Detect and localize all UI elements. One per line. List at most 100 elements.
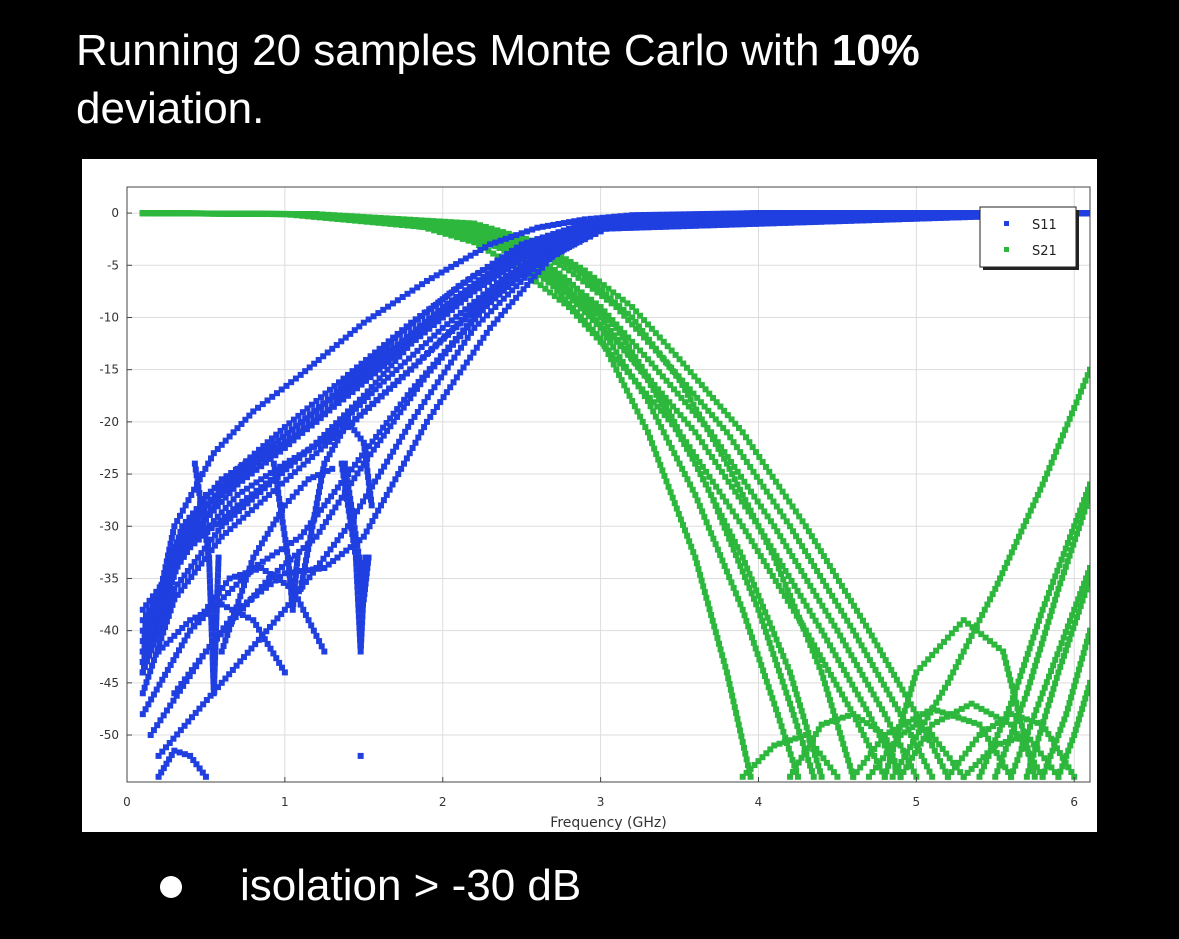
s11-curve-marker bbox=[444, 303, 451, 310]
s11-curve-marker bbox=[335, 499, 342, 506]
s21-curve-marker bbox=[472, 227, 479, 234]
s21-curve-marker bbox=[1075, 666, 1082, 673]
s21-curve-marker bbox=[775, 582, 782, 589]
s21-curve-marker bbox=[811, 538, 818, 545]
s21-curve-marker bbox=[663, 359, 670, 366]
s21-lobe-marker bbox=[905, 718, 912, 725]
s11-curve-marker bbox=[397, 401, 404, 408]
s11-curve-marker bbox=[394, 413, 401, 420]
s21-curve-marker bbox=[676, 356, 683, 363]
s11-curve-marker bbox=[149, 602, 156, 609]
s21-curve-marker bbox=[637, 312, 644, 319]
s21-curve-marker bbox=[404, 219, 411, 226]
s11-curve-marker bbox=[375, 473, 382, 480]
s21-lobe-marker bbox=[929, 732, 936, 739]
s11-curve-marker bbox=[174, 581, 181, 588]
s11-curve-marker bbox=[490, 320, 497, 327]
s21-lobe-marker bbox=[1062, 759, 1069, 766]
s21-curve-marker bbox=[1085, 486, 1090, 493]
s21-curve-marker bbox=[730, 584, 737, 591]
s11-curve-marker bbox=[152, 635, 159, 642]
s11-curve-marker bbox=[261, 485, 268, 492]
s21-curve-marker bbox=[1055, 732, 1062, 739]
s21-curve-marker bbox=[997, 575, 1004, 582]
s21-curve-marker bbox=[1011, 544, 1018, 551]
s21-curve-marker bbox=[616, 371, 623, 378]
s11-curve-marker bbox=[639, 224, 646, 231]
s11-curve-marker bbox=[163, 707, 170, 714]
s11-curve-marker bbox=[311, 360, 318, 367]
s21-curve-marker bbox=[753, 601, 760, 608]
s21-curve-marker bbox=[705, 524, 712, 531]
s21-curve-marker bbox=[652, 413, 659, 420]
s11-curve-marker bbox=[313, 397, 320, 404]
s21-curve-marker bbox=[575, 274, 582, 281]
s21-curve-marker bbox=[992, 737, 999, 744]
s21-curve-marker bbox=[721, 449, 728, 456]
s21-curve-marker bbox=[709, 394, 716, 401]
s11-curve-marker bbox=[171, 554, 178, 561]
s11-curve-marker bbox=[324, 349, 331, 356]
s21-curve-marker bbox=[1033, 706, 1040, 713]
s11-curve-marker bbox=[207, 692, 214, 699]
s21-curve-marker bbox=[646, 336, 653, 343]
s21-curve-marker bbox=[554, 276, 561, 283]
s21-curve-marker bbox=[725, 675, 732, 682]
s11-curve-marker bbox=[348, 409, 355, 416]
s11-curve-marker bbox=[363, 356, 370, 363]
s21-curve-marker bbox=[649, 440, 656, 447]
s21-curve-marker bbox=[1073, 530, 1080, 537]
s21-curve-marker bbox=[780, 538, 787, 545]
s21-curve-marker bbox=[996, 726, 1003, 733]
s11-curve-marker bbox=[348, 466, 355, 473]
s21-curve-marker bbox=[562, 261, 569, 268]
s21-lobe-marker bbox=[932, 736, 939, 743]
s21-curve-marker bbox=[593, 305, 600, 312]
s21-curve-marker bbox=[629, 397, 636, 404]
s21-curve-marker bbox=[569, 281, 576, 288]
s11-curve-marker bbox=[317, 394, 324, 401]
s21-curve-marker bbox=[619, 334, 626, 341]
s21-curve-marker bbox=[465, 237, 472, 244]
s11-curve-marker bbox=[427, 336, 434, 343]
s21-curve-marker bbox=[1033, 657, 1040, 664]
s21-curve-marker bbox=[659, 354, 666, 361]
s21-curve-marker bbox=[676, 377, 683, 384]
s11-curve-marker bbox=[270, 451, 277, 458]
s11-curve-marker bbox=[301, 449, 308, 456]
s21-lobe-marker bbox=[944, 634, 951, 641]
s21-lobe-marker bbox=[886, 729, 893, 736]
s21-curve-marker bbox=[572, 261, 579, 268]
s21-curve-marker bbox=[1084, 372, 1090, 379]
s11-curve-marker bbox=[181, 676, 188, 683]
s21-curve-marker bbox=[816, 663, 823, 670]
s21-lobe-marker bbox=[830, 769, 837, 776]
s21-curve-marker bbox=[622, 339, 629, 346]
s21-curve-marker bbox=[1057, 437, 1064, 444]
s21-curve-marker bbox=[581, 293, 588, 300]
s11-curve-marker bbox=[544, 256, 551, 263]
s21-lobe-marker bbox=[877, 729, 884, 736]
s11-curve-marker bbox=[192, 709, 199, 716]
s21-curve-marker bbox=[819, 602, 826, 609]
s21-lobe-marker bbox=[889, 752, 896, 759]
s21-lobe-marker bbox=[1042, 726, 1049, 733]
s11-curve-marker bbox=[210, 518, 217, 525]
s21-curve-marker bbox=[858, 642, 865, 649]
s21-curve-marker bbox=[624, 310, 631, 317]
s11-curve-marker bbox=[351, 475, 358, 482]
s21-lobe-marker bbox=[934, 718, 941, 725]
s11-curve-marker bbox=[380, 357, 387, 364]
s21-curve-marker bbox=[728, 483, 735, 490]
s21-curve-marker bbox=[816, 597, 823, 604]
s11-curve-marker bbox=[354, 508, 361, 515]
s11-curve-marker bbox=[451, 354, 458, 361]
s11-curve-marker bbox=[492, 304, 499, 311]
s21-lobe-marker bbox=[913, 669, 920, 676]
s21-curve-marker bbox=[772, 656, 779, 663]
s21-lobe-marker bbox=[781, 738, 788, 745]
s21-curve-marker bbox=[1008, 549, 1015, 556]
s21-curve-marker bbox=[597, 314, 604, 321]
s11-curve-marker bbox=[323, 551, 330, 558]
s21-curve-marker bbox=[567, 287, 574, 294]
